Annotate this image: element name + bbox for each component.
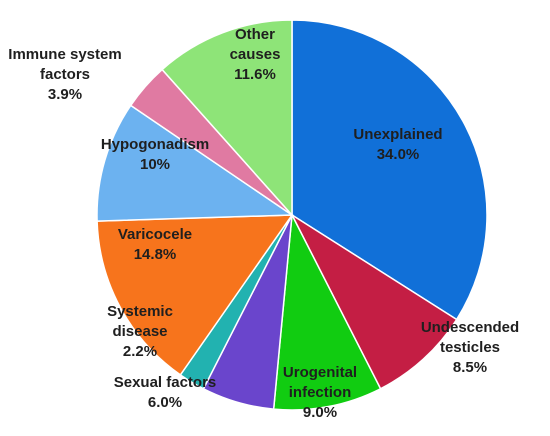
- pie-slice: [290, 212, 458, 390]
- slice-label: Unexplained 34.0%: [328, 125, 468, 165]
- value-label: 8.5%: [452, 359, 488, 376]
- category-label: Urogenital infection: [282, 364, 358, 401]
- value-label: 11.6%: [234, 66, 276, 83]
- value-label: 34.0%: [376, 146, 420, 163]
- value-label: 2.2%: [122, 343, 158, 360]
- slice-label: Hypogonadism 10%: [85, 135, 225, 175]
- pie-slice: [291, 19, 488, 321]
- value-label: 14.8%: [133, 246, 177, 263]
- pie-slice: [272, 212, 382, 411]
- slice-label: Immune system factors 3.9%: [0, 45, 145, 105]
- category-label: Other causes: [229, 26, 281, 63]
- category-label: Undescended testicles: [420, 319, 520, 356]
- slice-label: Varicocele 14.8%: [95, 225, 215, 265]
- value-label: 9.0%: [302, 404, 338, 421]
- value-label: 10%: [139, 156, 171, 173]
- category-label: Hypogonadism: [100, 136, 210, 153]
- slice-label: Undescended testicles 8.5%: [405, 318, 535, 378]
- category-label: Unexplained: [353, 126, 443, 143]
- pie-slice: [96, 104, 295, 222]
- category-label: Systemic disease: [107, 303, 173, 340]
- pie-slice: [161, 19, 293, 217]
- slice-label: Sexual factors 6.0%: [95, 373, 235, 413]
- slice-label: Systemic disease 2.2%: [95, 302, 185, 362]
- value-label: 3.9%: [47, 86, 83, 103]
- value-label: 6.0%: [147, 394, 183, 411]
- category-label: Varicocele: [117, 226, 193, 243]
- pie-slice: [96, 214, 294, 376]
- slice-label: Urogenital infection 9.0%: [270, 363, 370, 423]
- category-label: Sexual factors: [113, 374, 217, 391]
- category-label: Immune system factors: [8, 46, 122, 83]
- slice-label: Other causes 11.6%: [215, 25, 295, 85]
